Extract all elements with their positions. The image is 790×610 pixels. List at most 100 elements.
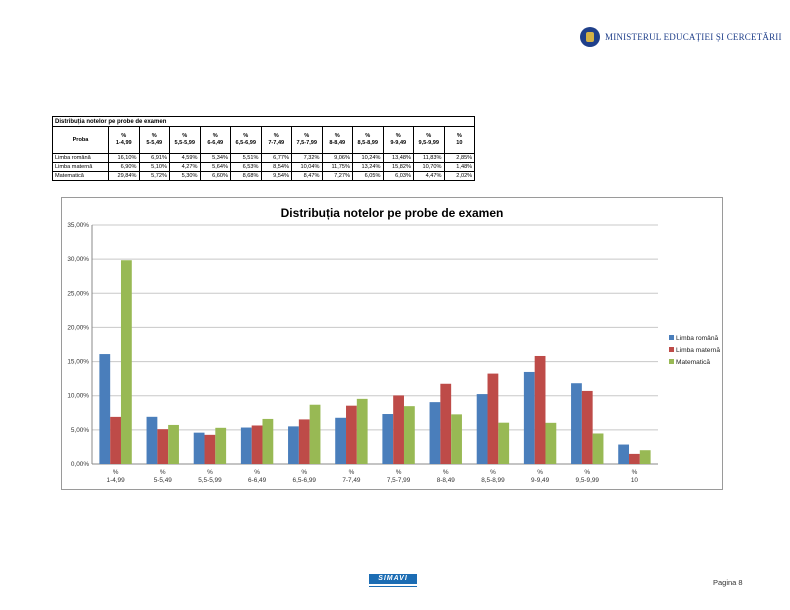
table-cell: 5,30% [169, 171, 201, 181]
coat-of-arms-icon [580, 27, 600, 47]
table-cell: 4,47% [413, 171, 445, 181]
table-cell: 6,77% [260, 153, 292, 163]
table-cell: 4,59% [169, 153, 201, 163]
bar [429, 402, 441, 464]
table-cell: 13,24% [352, 162, 384, 172]
table-cell: 9,54% [260, 171, 292, 181]
table-cell: 10,70% [413, 162, 445, 172]
table-cell: 8,47% [291, 171, 323, 181]
legend-swatch [669, 347, 674, 352]
bar [335, 417, 347, 464]
table-cell: 8,54% [260, 162, 292, 172]
table-cell: 1,48% [443, 162, 476, 172]
column-header: % 8-8,49 [321, 126, 353, 154]
table-cell: 5,10% [138, 162, 170, 172]
x-tick-label: % [490, 469, 496, 476]
legend-label: Matematică [676, 359, 710, 366]
bar [204, 434, 216, 464]
table-cell: 5,34% [199, 153, 231, 163]
table-row: Limba maternă 6,90% 5,10% 4,27% 5,64% 6,53% 8,… [52, 162, 476, 172]
table-cell: 4,27% [169, 162, 201, 172]
bar [146, 416, 158, 464]
table-cell: 29,84% [108, 171, 140, 181]
column-header: % 9-9,49 [382, 126, 414, 154]
page-number: Pagina 8 [713, 578, 743, 587]
bar [120, 260, 132, 464]
x-tick-label: % [349, 469, 355, 476]
table-cell: 15,82% [382, 162, 414, 172]
bar [157, 429, 169, 464]
grades-table: Distribuția notelor pe probe de examen Pr… [51, 116, 476, 181]
table-cell: 7,27% [321, 171, 353, 181]
x-tick-label: 9-9,49 [531, 477, 550, 484]
table-cell: 5,64% [199, 162, 231, 172]
bar [240, 427, 252, 464]
chart-area: Distribuția notelor pe probe de examen 0,… [61, 197, 723, 490]
bar-chart: Distribuția notelor pe probe de examen 0,… [67, 206, 720, 484]
bar [592, 433, 604, 464]
table-cell: 10,04% [291, 162, 323, 172]
column-header: % 7-7,49 [260, 126, 292, 154]
column-header: % 6-6,49 [199, 126, 231, 154]
table-cell: 13,48% [382, 153, 414, 163]
y-tick-label: 30,00% [67, 256, 89, 263]
table-cell: 2,02% [443, 171, 476, 181]
table-cell: 11,75% [321, 162, 353, 172]
legend-swatch [669, 335, 674, 340]
x-tick-label: % [113, 469, 119, 476]
simavi-logo-underline [369, 586, 417, 591]
table-cell: 9,06% [321, 153, 353, 163]
table-cell: 7,32% [291, 153, 323, 163]
bar [110, 416, 121, 464]
table-cell: 8,68% [230, 171, 262, 181]
table-title-row: Distribuția notelor pe probe de examen [51, 116, 476, 127]
bar [498, 422, 510, 464]
x-tick-label: 6-6,49 [248, 477, 267, 484]
bar [523, 371, 535, 464]
ministry-logo: MINISTERUL EDUCAȚIEI ȘI CERCETĂRII [580, 27, 782, 47]
column-header: % 6,5-6,99 [230, 126, 262, 154]
row-label: Matematică [52, 171, 109, 181]
table-cell: 6,91% [138, 153, 170, 163]
bar [215, 427, 227, 464]
simavi-logo: SIMAVI [369, 574, 417, 592]
x-tick-label: 8,5-8,99 [481, 477, 505, 484]
legend-label: Limba română [676, 335, 718, 342]
y-tick-label: 0,00% [71, 461, 89, 468]
table-cell: 16,10% [108, 153, 140, 163]
x-tick-label: 5,5-5,99 [198, 477, 222, 484]
column-header: % 7,5-7,99 [291, 126, 323, 154]
legend-swatch [669, 359, 674, 364]
x-tick-label: 10 [631, 477, 639, 484]
column-header: Proba [52, 126, 109, 154]
table-cell: 5,72% [138, 171, 170, 181]
table-header-row: Proba% 1-4,99% 5-5,49% 5,5-5,99% 6-6,49% 6,5-… [52, 126, 476, 154]
bar [346, 405, 357, 464]
table-cell: 6,90% [108, 162, 140, 172]
x-tick-label: % [584, 469, 590, 476]
bar [451, 414, 462, 464]
bar [168, 424, 179, 464]
table-cell: 6,53% [230, 162, 262, 172]
x-tick-label: 7,5-7,99 [387, 477, 411, 484]
table-cell: 6,05% [352, 171, 384, 181]
x-tick-label: % [632, 469, 638, 476]
bar [262, 418, 274, 464]
simavi-logo-text: SIMAVI [369, 574, 417, 584]
table-row: Limba română 16,10% 6,91% 4,59% 5,34% 5,51% 6,… [52, 153, 476, 163]
y-tick-label: 10,00% [67, 393, 89, 400]
x-tick-label: 9,5-9,99 [576, 477, 600, 484]
bar [440, 383, 452, 464]
x-tick-label: 8-8,49 [437, 477, 456, 484]
x-tick-label: % [207, 469, 213, 476]
bar [309, 404, 321, 464]
bar [581, 390, 593, 464]
table-row: Matematică 29,84% 5,72% 5,30% 6,60% 8,68% 9,54… [52, 171, 476, 181]
x-tick-label: % [443, 469, 449, 476]
bar [193, 432, 205, 464]
bar [571, 383, 582, 464]
column-header: % 5,5-5,99 [169, 126, 201, 154]
bar [639, 450, 651, 464]
table-cell: 11,83% [413, 153, 445, 163]
y-tick-label: 35,00% [67, 222, 89, 229]
